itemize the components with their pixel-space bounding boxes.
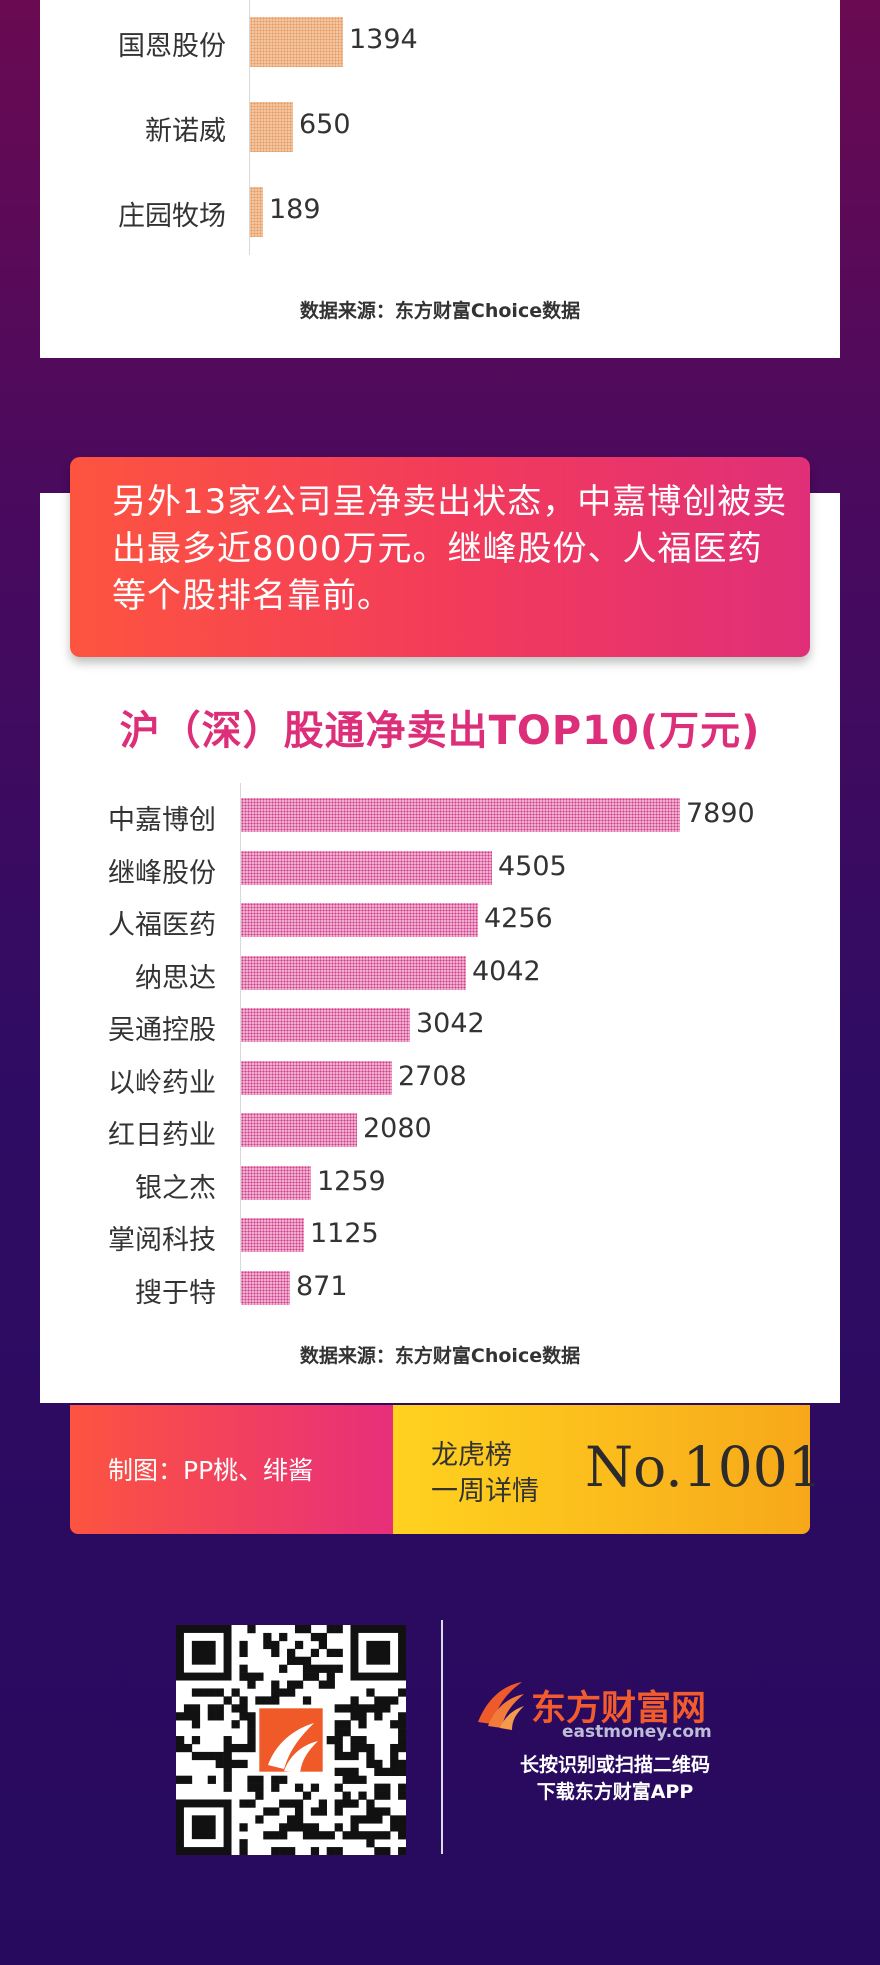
bar-label: 国恩股份 <box>118 31 226 62</box>
qr-code-graphic <box>176 1625 407 1856</box>
bar-value-label: 1259 <box>317 1165 386 1197</box>
series-name-line1: 龙虎榜 <box>431 1440 512 1471</box>
bar <box>241 955 466 990</box>
bar-value-label: 871 <box>296 1270 348 1302</box>
chart2-axis-line <box>240 783 241 1303</box>
bar-label: 搜于特 <box>135 1277 216 1309</box>
bar-value-label: 1394 <box>349 24 418 55</box>
footer-divider <box>441 1620 443 1854</box>
bar <box>250 102 293 152</box>
bar-label: 红日药业 <box>108 1120 216 1151</box>
bar <box>241 1113 357 1147</box>
bar-label: 掌阅科技 <box>108 1225 216 1256</box>
bar <box>250 187 263 237</box>
bar-label: 人福医药 <box>108 910 216 941</box>
chart1-axis-line <box>249 0 250 255</box>
bar-value-label: 4042 <box>472 955 541 987</box>
bar <box>241 1218 304 1252</box>
bar <box>241 1270 290 1305</box>
brand-instruction-line2: 下载东方财富APP <box>536 1781 694 1803</box>
bar <box>250 17 343 67</box>
bar-label: 中嘉博创 <box>108 805 216 836</box>
bar-label: 新诺威 <box>145 116 226 147</box>
brand-name: 东方财富网 <box>531 1689 707 1729</box>
bar-value-label: 3042 <box>416 1008 485 1039</box>
brand-instruction-line1: 长按识别或扫描二维码 <box>519 1754 710 1776</box>
issue-number: No.1001 <box>585 1435 823 1499</box>
top-chart-card: 国恩股份 1394 新诺威 650 庄园牧场 189 数据来源：东方财富Choice数据 <box>40 0 840 358</box>
bar-value-label: 1125 <box>310 1218 379 1249</box>
chart-title: 沪（深）股通净卖出TOP10(万元) <box>119 708 761 754</box>
brand-domain: eastmoney.com <box>562 1722 712 1742</box>
bar-label: 银之杰 <box>135 1172 216 1204</box>
credit-author-label: 制图：PP桃、绯酱 <box>108 1456 314 1485</box>
chart1-source: 数据来源：东方财富Choice数据 <box>299 300 581 322</box>
bar-value-label: 189 <box>269 194 321 225</box>
summary-banner: 另外13家公司呈净卖出状态，中嘉博创被卖出最多近8000万元。继峰股份、人福医药… <box>70 457 810 657</box>
bar-value-label: 4256 <box>484 903 553 934</box>
bar-value-label: 2708 <box>398 1060 467 1092</box>
bar <box>241 1060 392 1095</box>
bar-value-label: 2080 <box>363 1113 432 1144</box>
chart2-source: 数据来源：东方财富Choice数据 <box>299 1345 581 1367</box>
bar <box>241 903 478 937</box>
bar-label: 吴通控股 <box>108 1015 216 1046</box>
series-name-line2: 一周详情 <box>431 1476 539 1507</box>
bar <box>241 850 492 885</box>
bar <box>241 798 680 832</box>
bar <box>241 1165 311 1200</box>
bar-label: 继峰股份 <box>108 857 216 889</box>
bar-label: 纳思达 <box>135 962 216 994</box>
eastmoney-logo-icon <box>472 1676 528 1732</box>
qr-code-icon[interactable] <box>176 1625 407 1856</box>
bar-value-label: 7890 <box>686 798 755 829</box>
bar-value-label: 650 <box>299 109 351 140</box>
credit-series-panel: 龙虎榜 一周详情 No.1001 <box>393 1405 823 1534</box>
summary-banner-text: 另外13家公司呈净卖出状态，中嘉博创被卖出最多近8000万元。继峰股份、人福医药… <box>112 482 788 616</box>
credit-author-panel: 制图：PP桃、绯酱 <box>70 1405 393 1534</box>
bar <box>241 1008 410 1042</box>
bar-value-label: 4505 <box>498 850 567 882</box>
bar-label: 庄园牧场 <box>118 201 226 232</box>
bar-label: 以岭药业 <box>108 1067 216 1099</box>
